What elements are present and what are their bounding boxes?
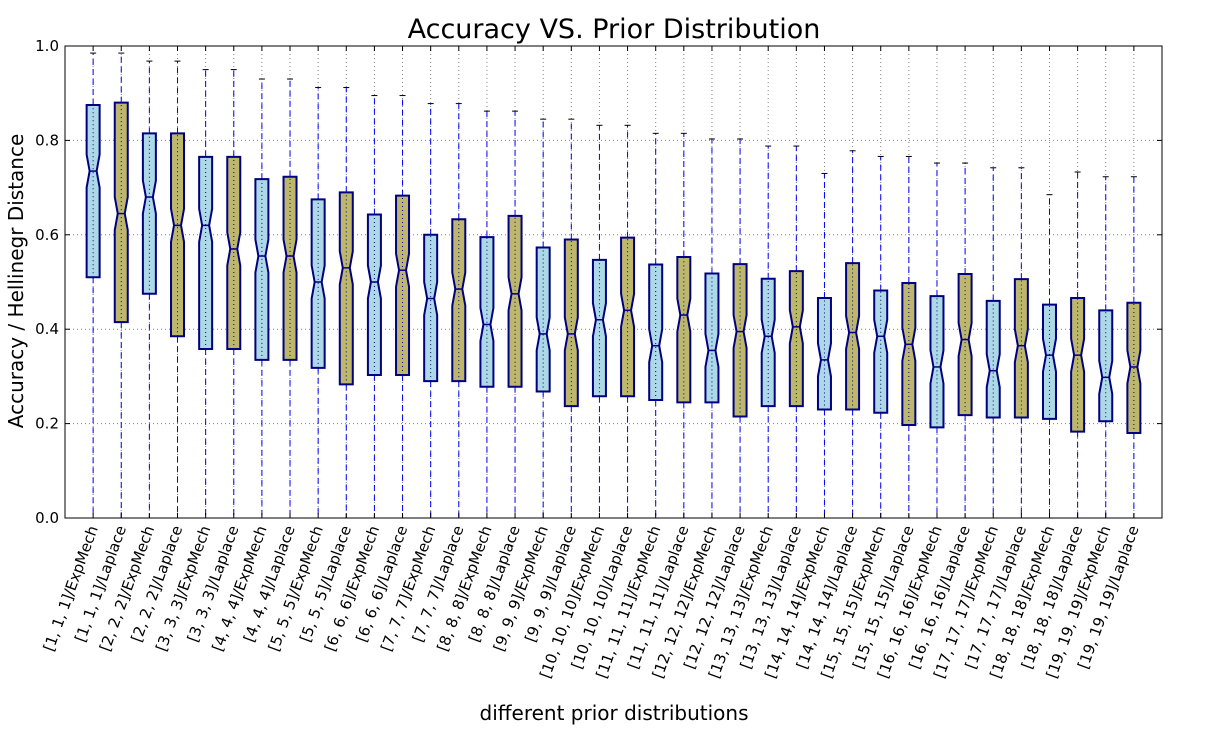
box-laplace [1070,171,1086,518]
plot-frame [64,45,1163,519]
y-tick-label: 0.0 [35,509,59,527]
box-expmech [1041,194,1057,518]
box-laplace [451,103,467,518]
box-expmech [704,138,720,518]
box-body [113,101,129,324]
box-expmech [760,145,776,518]
box-body [648,263,664,401]
box-body [1098,309,1114,423]
x-axis-title: different prior distributions [480,701,749,725]
y-tick-label: 0.2 [35,415,59,433]
box-expmech [873,155,889,518]
chart-title: Accuracy VS. Prior Distribution [408,14,821,45]
box-laplace [113,52,129,518]
box-expmech [929,162,945,518]
box-laplace [901,155,917,518]
box-laplace [845,150,861,518]
box-expmech [366,95,382,518]
box-laplace [395,95,411,518]
box-expmech [816,172,832,518]
box-laplace [563,118,579,518]
box-body [1013,278,1029,419]
y-axis-title: Accuracy / Hellinegr Distance [4,134,28,428]
box-body [845,262,861,411]
box-laplace [507,110,523,518]
boxes [85,52,1142,518]
box-laplace [338,87,354,518]
box-body [479,236,495,388]
y-tick-label: 0.8 [35,131,59,149]
box-expmech [648,132,664,518]
y-tick-label: 0.4 [35,320,59,338]
box-laplace [957,162,973,518]
box-body [760,277,776,408]
box-expmech [985,167,1001,518]
box-expmech [479,110,495,518]
box-body [282,175,298,361]
y-axis-ticks: 0.0 0.2 0.4 0.6 0.8 1.0 [35,37,1162,527]
box-expmech [198,69,214,518]
box-expmech [1098,176,1114,518]
box-laplace [620,124,636,518]
box-laplace [282,78,298,518]
box-laplace [1126,176,1142,518]
box-expmech [254,78,270,518]
box-laplace [170,60,186,518]
box-expmech [141,60,157,518]
box-body [901,281,917,427]
box-expmech [591,124,607,518]
box-body [254,178,270,361]
y-tick-label: 1.0 [35,37,59,55]
box-laplace [732,138,748,518]
box-body [957,272,973,417]
box-body [170,132,186,338]
box-expmech [310,87,326,518]
box-body [1070,297,1086,433]
box-expmech [423,103,439,518]
box-body [85,104,101,279]
box-body [873,289,889,414]
box-body [423,233,439,383]
box-body [535,246,551,393]
box-body [816,297,832,411]
box-body [620,236,636,398]
box-body [507,214,523,388]
box-laplace [676,132,692,518]
box-body [929,295,945,429]
box-body [395,194,411,376]
box-expmech [535,118,551,518]
box-expmech [85,52,101,518]
y-tick-label: 0.6 [35,226,59,244]
box-laplace [1013,167,1029,518]
box-body [1126,301,1142,435]
box-body [563,238,579,408]
box-body [788,270,804,408]
box-body [1041,303,1057,420]
box-body [985,299,1001,419]
box-laplace [788,145,804,518]
box-laplace [226,69,242,518]
